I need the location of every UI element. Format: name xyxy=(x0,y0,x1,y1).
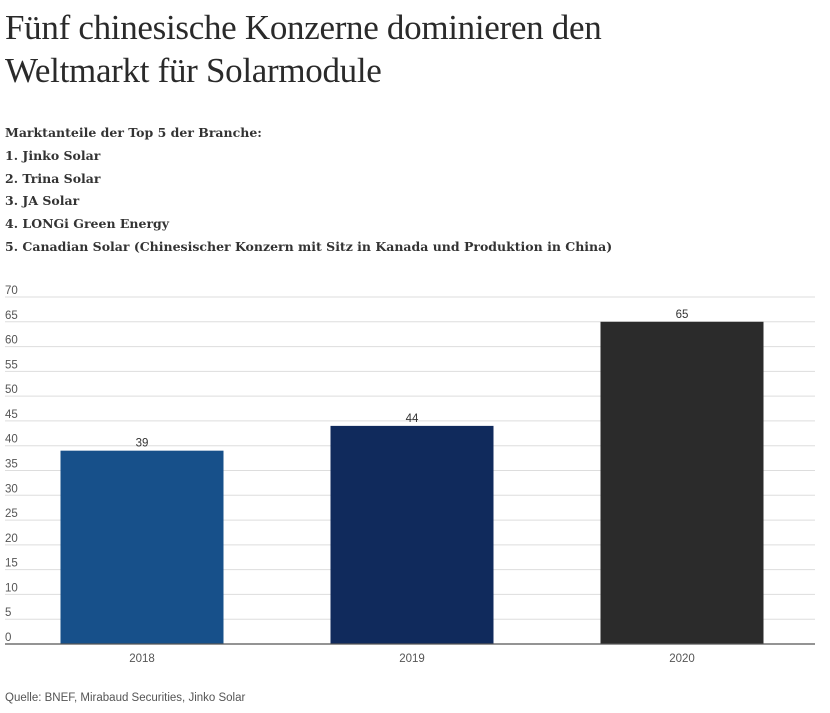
subtitle-heading: Marktanteile der Top 5 der Branche: xyxy=(5,125,262,140)
y-tick-label: 20 xyxy=(5,533,18,545)
y-tick-label: 25 xyxy=(5,508,18,520)
y-tick-label: 70 xyxy=(5,285,18,297)
y-tick-label: 30 xyxy=(5,483,18,495)
subtitle-item-3: 3. JA Solar xyxy=(5,193,80,209)
x-tick-label: 2019 xyxy=(399,653,425,665)
subtitle-item-1: 1. Jinko Solar xyxy=(5,147,101,163)
bar xyxy=(330,425,494,644)
y-tick-label: 55 xyxy=(5,359,18,371)
y-tick-label: 45 xyxy=(5,409,18,421)
y-tick-label: 35 xyxy=(5,459,18,471)
data-label: 44 xyxy=(406,413,419,425)
x-tick-label: 2018 xyxy=(129,653,155,665)
x-tick-label: 2020 xyxy=(669,653,695,665)
y-tick-label: 15 xyxy=(5,558,18,570)
chart-title: Fünf chinesische Konzerne dominieren den… xyxy=(5,6,805,92)
y-tick-label: 60 xyxy=(5,335,18,347)
y-tick-label: 10 xyxy=(5,582,18,594)
subtitle-item-5: 5. Canadian Solar (Chinesischer Konzern … xyxy=(5,238,613,254)
y-tick-label: 0 xyxy=(5,632,11,644)
y-tick-label: 40 xyxy=(5,434,18,446)
data-label: 65 xyxy=(676,309,689,321)
chart-title-line-1: Fünf chinesische Konzerne dominieren den xyxy=(5,8,602,47)
subtitle-item-4: 4. LONGi Green Energy xyxy=(5,216,170,232)
y-tick-label: 5 xyxy=(5,607,11,619)
subtitle-item-2: 2. Trina Solar xyxy=(5,170,101,186)
bar-chart: 0 5 10 15 20 25 30 35 40 45 50 55 60 65 70 39 2018 44 2019… xyxy=(5,285,815,665)
data-label: 39 xyxy=(136,438,149,450)
bar xyxy=(60,450,224,644)
chart-title-line-2: Weltmarkt für Solarmodule xyxy=(5,51,382,90)
y-tick-label: 50 xyxy=(5,384,18,396)
chart-subtitle: Marktanteile der Top 5 der Branche: 1. J… xyxy=(5,122,815,259)
source-note: Quelle: BNEF, Mirabaud Securities, Jinko… xyxy=(5,692,246,704)
bar xyxy=(600,321,764,644)
y-tick-label: 65 xyxy=(5,310,18,322)
